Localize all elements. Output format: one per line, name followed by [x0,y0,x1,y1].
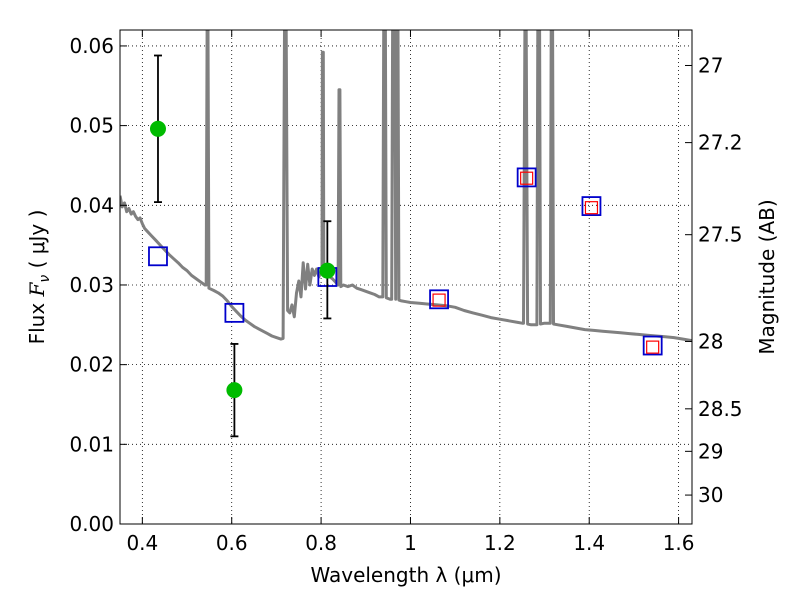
right-tick-label: 27.5 [698,223,743,247]
observed-photometry [149,54,336,438]
right-axis-ticks: 27 27.2 27.5 28 28.5 29 30 [685,53,743,507]
model-spectrum [120,30,692,343]
model-photometry [148,167,663,356]
inner-square [520,171,534,185]
y-tick-label: 0.01 [69,432,114,456]
y-axis-ticks: 0.00 0.01 0.02 0.03 0.04 0.05 0.06 [69,34,127,536]
right-tick-label: 29 [698,439,723,463]
right-tick-label: 28 [698,329,723,353]
right-tick-label: 28.5 [698,397,743,421]
x-tick-label: 0.4 [126,531,158,555]
x-axis-ticks: 0.4 0.6 0.8 1 1.2 1.4 1.6 [126,30,695,555]
observed-point [319,262,336,279]
y-tick-label: 0.03 [69,273,114,297]
right-tick-label: 27 [698,53,723,77]
x-tick-label: 1.4 [573,531,605,555]
observed-point [149,120,166,137]
x-axis-title: Wavelength λ (μm) [310,563,501,587]
model-square [224,302,245,323]
plot-frame [119,29,693,525]
y-tick-label: 0.04 [69,193,114,217]
x-tick-label: 0.8 [305,531,337,555]
model-square [516,167,537,188]
x-tick-label: 0.6 [216,531,248,555]
y-tick-label: 0.05 [69,114,114,138]
model-square [429,289,449,310]
y-axis-title: Flux Fν ( μJy ) [25,210,53,345]
y-tick-label: 0.02 [69,353,114,377]
model-square [148,246,168,267]
inner-square [646,340,660,354]
spectrum-line [120,30,692,343]
x-tick-label: 1.2 [484,531,516,555]
right-axis-title: Magnitude (AB) [755,199,779,354]
right-tick-label: 27.2 [698,131,743,155]
inner-square [432,293,446,307]
x-tick-label: 1.6 [663,531,695,555]
x-tick-label: 1 [404,531,417,555]
inner-square [584,201,599,215]
y-tick-label: 0.06 [69,34,114,58]
observed-point [226,382,243,399]
model-square [642,335,663,356]
right-tick-label: 30 [698,483,723,507]
model-square [581,196,602,216]
y-tick-label: 0.00 [69,512,114,536]
